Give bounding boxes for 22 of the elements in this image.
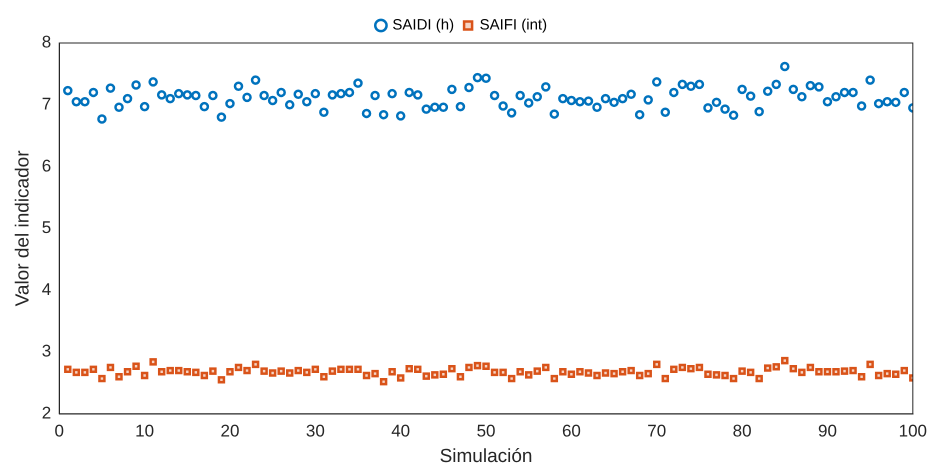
x-tick-label: 80	[732, 422, 752, 441]
y-axis-title: Valor del indicador	[12, 150, 34, 306]
legend-label: SAIDI (h)	[392, 16, 454, 34]
x-tick-label: 10	[135, 422, 154, 441]
x-tick-label: 100	[898, 422, 928, 441]
x-axis-title: Simulación	[440, 446, 533, 467]
y-tick-label: 6	[42, 156, 52, 176]
x-tick-label: 0	[54, 422, 64, 441]
y-tick-label: 3	[42, 342, 52, 361]
x-tick-label: 70	[647, 422, 666, 441]
y-tick-label: 7	[42, 94, 52, 114]
y-tick-label: 5	[42, 218, 52, 238]
y-tick-label: 8	[42, 32, 52, 52]
y-tick-label: 2	[42, 403, 52, 422]
x-tick-label: 60	[562, 422, 581, 441]
y-tick-label: 4	[42, 280, 52, 299]
x-tick-label: 90	[818, 422, 837, 441]
x-tick-label: 40	[391, 422, 410, 441]
x-tick-label: 50	[476, 422, 496, 441]
legend-label: SAIFI (int)	[480, 16, 548, 34]
x-tick-label: 30	[306, 422, 325, 441]
x-tick-label: 20	[220, 422, 240, 441]
